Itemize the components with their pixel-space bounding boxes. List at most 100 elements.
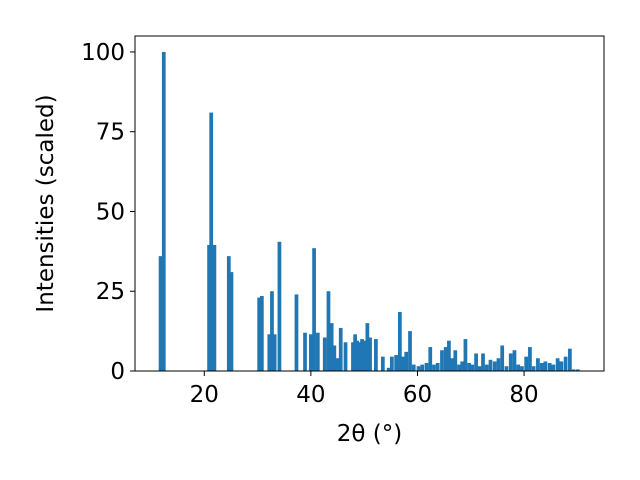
bar	[335, 358, 340, 371]
bar	[453, 350, 458, 371]
y-tick-label: 0	[110, 359, 125, 385]
x-tick-label: 80	[509, 382, 538, 408]
bar	[270, 291, 274, 371]
bar	[463, 339, 468, 371]
y-axis-label: Intensities (scaled)	[33, 94, 59, 312]
bar-series	[158, 51, 580, 371]
bar	[460, 361, 465, 371]
y-tick-label: 50	[96, 199, 125, 225]
bar	[500, 345, 505, 371]
bar	[326, 291, 331, 371]
bar	[539, 363, 544, 371]
bar	[368, 337, 372, 371]
bar	[520, 366, 524, 371]
bar	[504, 366, 509, 371]
bar	[353, 334, 357, 371]
bar	[355, 340, 360, 371]
bar	[226, 256, 231, 371]
bar	[576, 369, 580, 371]
bar	[420, 364, 425, 371]
bar	[212, 244, 217, 371]
bar	[309, 334, 313, 371]
bar	[547, 363, 552, 371]
x-tick-label: 20	[190, 382, 219, 408]
bar	[563, 356, 568, 371]
bar	[277, 241, 282, 371]
bar	[207, 244, 211, 371]
bar	[380, 356, 385, 371]
bar	[457, 364, 461, 371]
bar	[209, 112, 214, 371]
bar	[351, 342, 355, 371]
bar	[404, 351, 409, 371]
bar	[512, 350, 517, 371]
bar	[450, 358, 454, 371]
bar	[432, 364, 436, 371]
bar	[303, 332, 307, 371]
bar	[315, 332, 320, 371]
bar	[408, 331, 412, 371]
bar	[571, 369, 576, 371]
bar	[474, 353, 478, 371]
bar	[528, 347, 532, 371]
bar	[551, 364, 556, 371]
bar	[294, 294, 299, 371]
plot-frame	[134, 35, 605, 372]
y-tick-label: 100	[81, 40, 125, 66]
bar	[492, 361, 497, 371]
bar	[386, 367, 391, 371]
bar	[329, 323, 334, 371]
bar	[259, 296, 264, 371]
bar	[267, 334, 272, 371]
bar	[524, 356, 529, 371]
bar	[428, 347, 433, 371]
bar	[358, 342, 362, 371]
x-axis-ticks: 20 40 60 80	[190, 371, 539, 408]
bar	[477, 366, 482, 371]
bar	[332, 345, 337, 371]
bar	[543, 361, 548, 371]
x-tick-label: 40	[296, 382, 325, 408]
bar	[394, 355, 399, 371]
bar	[257, 297, 262, 371]
bar	[272, 334, 277, 371]
bar	[531, 366, 536, 371]
bar	[322, 337, 327, 371]
bar	[343, 342, 348, 371]
bar	[338, 327, 343, 371]
bar	[488, 359, 493, 371]
x-axis-label: 2θ (°)	[337, 421, 402, 447]
bar	[161, 51, 166, 371]
bar	[447, 340, 451, 371]
bar	[360, 339, 364, 371]
bar	[398, 311, 402, 371]
y-axis-ticks: 0 25 50 75 100	[81, 40, 135, 385]
bar	[555, 358, 560, 371]
bar	[158, 256, 163, 371]
bar	[496, 358, 501, 371]
bar	[229, 272, 234, 371]
bar	[312, 248, 316, 371]
bar	[443, 347, 448, 371]
bar	[516, 364, 521, 371]
y-tick-label: 75	[96, 120, 125, 146]
bar	[424, 363, 429, 371]
bar	[536, 358, 540, 371]
y-tick-label: 25	[96, 279, 125, 305]
bar	[390, 356, 394, 371]
bar	[484, 364, 489, 371]
bar	[416, 366, 421, 371]
bar	[467, 363, 472, 371]
bar	[362, 340, 367, 371]
bar	[568, 348, 572, 371]
bar	[374, 339, 378, 371]
bar	[508, 353, 513, 371]
bar	[435, 363, 440, 371]
bar	[440, 350, 444, 371]
bar	[481, 353, 485, 371]
bar	[411, 364, 416, 371]
bar	[559, 361, 564, 371]
bar	[365, 323, 370, 371]
bar	[470, 364, 475, 371]
